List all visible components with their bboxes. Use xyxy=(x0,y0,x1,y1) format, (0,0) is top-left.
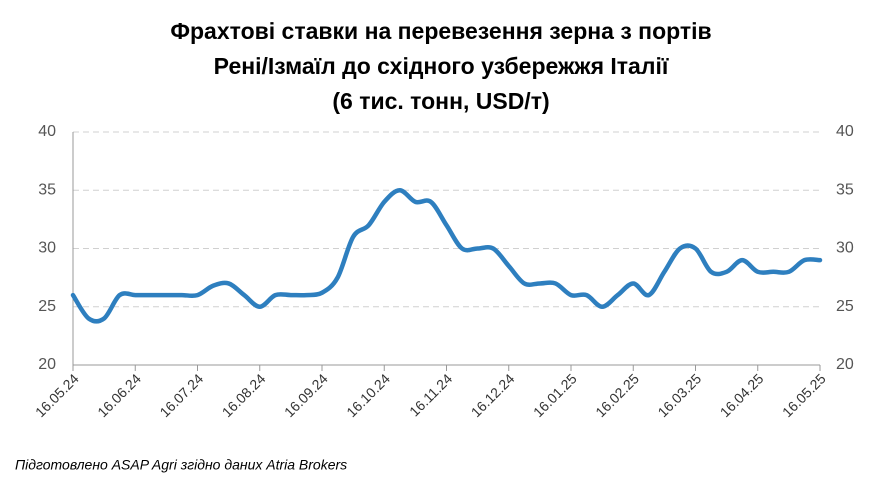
x-tick-label: 16.07.24 xyxy=(156,370,206,420)
x-tick-label: 16.02.25 xyxy=(592,370,642,420)
data-line xyxy=(70,188,823,324)
x-tick-label: 16.05.24 xyxy=(32,370,82,420)
x-tick-label: 16.01.25 xyxy=(530,370,580,420)
x-tick-label: 16.05.25 xyxy=(779,370,829,420)
x-tick-label: 16.06.24 xyxy=(94,370,144,420)
x-tick-label: 16.04.25 xyxy=(717,370,767,420)
chart-title: Фрахтові ставки на перевезення зерна з п… xyxy=(170,18,711,44)
note: Підготовлено ASAP Agri згідно даних Atri… xyxy=(15,457,347,473)
y2-tick-label: 40 xyxy=(836,123,854,140)
chart-title: Рені/Ізмаїл до східного узбережжя Італії xyxy=(214,53,669,79)
x-tick-label: 16.11.24 xyxy=(406,370,455,419)
x-tick-label: 16.08.24 xyxy=(219,370,269,420)
y-tick-label: 40 xyxy=(38,123,56,140)
y2-tick-label: 20 xyxy=(836,356,854,373)
y2-tick-label: 35 xyxy=(836,181,854,198)
chart-title: (6 тис. тонн, USD/т) xyxy=(332,88,549,114)
x-tick-label: 16.10.24 xyxy=(343,370,393,420)
y-tick-label: 30 xyxy=(38,240,56,257)
y-tick-label: 35 xyxy=(38,181,56,198)
x-tick-label: 16.09.24 xyxy=(281,370,331,420)
x-tick-label: 16.12.24 xyxy=(468,370,518,420)
y2-tick-label: 30 xyxy=(836,240,854,257)
x-tick-label: 16.03.25 xyxy=(654,370,704,420)
y2-tick-label: 25 xyxy=(836,298,854,315)
y-tick-label: 25 xyxy=(38,298,56,315)
y-tick-label: 20 xyxy=(38,356,56,373)
